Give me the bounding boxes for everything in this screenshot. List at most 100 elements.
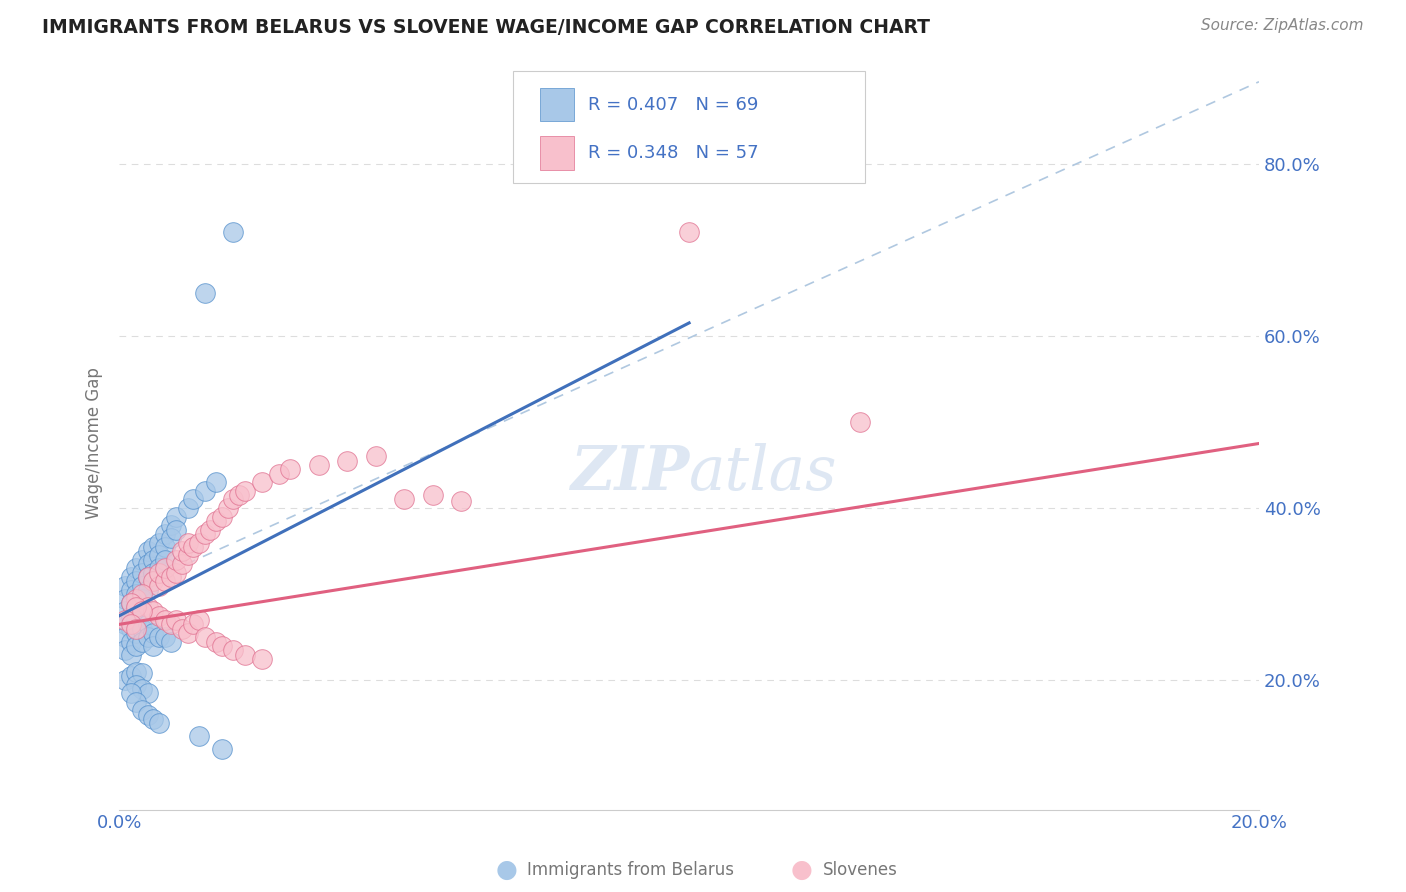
Point [153,553,176,567]
Point [222,643,245,657]
Point [422,488,444,502]
Point [364,450,387,464]
Point [217,501,239,516]
Text: atlas: atlas [689,442,838,503]
Point [205,514,228,528]
Point [153,630,176,644]
Y-axis label: Wage/Income Gap: Wage/Income Gap [86,368,103,519]
Point [228,488,250,502]
Point [148,535,170,549]
Point [450,494,472,508]
Point [849,415,872,429]
Point [336,453,359,467]
Point [165,566,187,580]
Point [125,574,148,589]
Point [114,643,136,657]
Point [125,678,148,692]
Point [120,582,142,597]
Point [114,579,136,593]
Point [131,604,153,618]
Point [136,582,159,597]
Point [194,630,217,644]
Point [165,613,187,627]
Point [183,617,205,632]
Point [120,596,142,610]
Point [114,604,136,618]
Point [142,604,165,618]
Text: R = 0.407   N = 69: R = 0.407 N = 69 [588,95,758,113]
Point [194,483,217,498]
Point [153,527,176,541]
Point [131,587,153,601]
Point [125,639,148,653]
Point [142,639,165,653]
Point [153,574,176,589]
Point [131,566,153,580]
Point [222,492,245,507]
Point [120,622,142,636]
Point [120,669,142,683]
Text: ●: ● [790,858,813,881]
Point [114,613,136,627]
Point [131,591,153,606]
Point [308,458,330,472]
Point [131,681,153,696]
Point [188,613,211,627]
Point [142,553,165,567]
Point [142,712,165,726]
Point [183,540,205,554]
Point [142,566,165,580]
Point [165,523,187,537]
Point [136,557,159,571]
Point [125,622,148,636]
Point [148,561,170,575]
Point [120,617,142,632]
Point [131,579,153,593]
Point [136,570,159,584]
Point [159,617,181,632]
Point [250,475,273,490]
Point [125,600,148,615]
Point [120,570,142,584]
Point [114,617,136,632]
Point [211,742,233,756]
Point [392,492,415,507]
Point [170,544,193,558]
Point [125,613,148,627]
Point [159,634,181,648]
Point [148,579,170,593]
Point [148,630,170,644]
Point [136,630,159,644]
Point [176,549,198,563]
Point [233,483,256,498]
Point [114,673,136,688]
Point [125,591,148,606]
Point [148,608,170,623]
Point [278,462,301,476]
Point [267,467,290,481]
Point [159,531,181,545]
Point [222,226,245,240]
Point [120,648,142,662]
Point [142,626,165,640]
Point [131,666,153,681]
Text: Slovenes: Slovenes [823,861,897,879]
Point [114,591,136,606]
Point [176,535,198,549]
Text: ZIP: ZIP [569,442,689,503]
Point [125,561,148,575]
Point [125,600,148,615]
Point [125,626,148,640]
Point [148,716,170,731]
Point [153,561,176,575]
Point [131,553,153,567]
Point [205,634,228,648]
Point [120,608,142,623]
Point [136,707,159,722]
Point [250,652,273,666]
Point [120,686,142,700]
Point [678,226,700,240]
Point [125,695,148,709]
Point [148,566,170,580]
Point [131,622,153,636]
